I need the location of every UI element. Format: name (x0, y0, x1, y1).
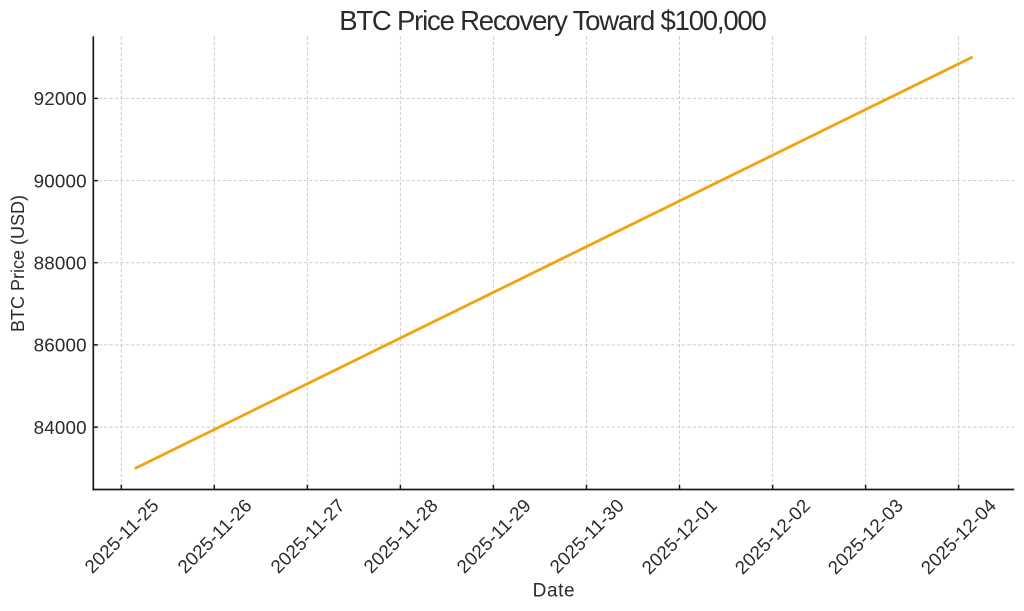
svg-text:BTC Price Recovery Toward $100: BTC Price Recovery Toward $100,000 (339, 5, 766, 36)
svg-text:86000: 86000 (34, 335, 87, 356)
svg-text:84000: 84000 (34, 417, 87, 438)
svg-text:Date: Date (533, 580, 576, 601)
svg-text:BTC Price (USD): BTC Price (USD) (8, 195, 28, 332)
svg-text:90000: 90000 (34, 170, 87, 191)
svg-text:88000: 88000 (34, 252, 87, 273)
svg-text:92000: 92000 (34, 88, 87, 109)
